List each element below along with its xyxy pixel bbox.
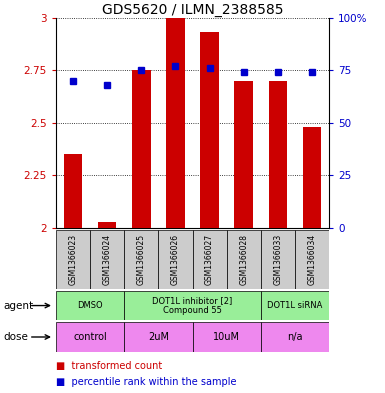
- Bar: [64, 154, 82, 228]
- Bar: [200, 32, 219, 228]
- Bar: [268, 81, 287, 228]
- Bar: [90, 230, 124, 289]
- Bar: [261, 291, 329, 320]
- Text: control: control: [73, 332, 107, 342]
- Text: GSM1366034: GSM1366034: [308, 234, 316, 285]
- Bar: [158, 230, 192, 289]
- Bar: [303, 127, 321, 228]
- Text: GSM1366026: GSM1366026: [171, 234, 180, 285]
- Title: GDS5620 / ILMN_2388585: GDS5620 / ILMN_2388585: [102, 3, 283, 17]
- Bar: [234, 81, 253, 228]
- Text: DMSO: DMSO: [77, 301, 103, 310]
- Bar: [261, 230, 295, 289]
- Text: ■  transformed count: ■ transformed count: [56, 361, 162, 371]
- Text: agent: agent: [4, 301, 34, 310]
- Bar: [56, 230, 90, 289]
- Bar: [124, 230, 158, 289]
- Text: GSM1366028: GSM1366028: [239, 234, 248, 285]
- Text: ■  percentile rank within the sample: ■ percentile rank within the sample: [56, 377, 236, 387]
- Bar: [124, 291, 261, 320]
- Bar: [98, 222, 117, 228]
- Bar: [124, 322, 192, 352]
- Bar: [261, 322, 329, 352]
- Text: DOT1L siRNA: DOT1L siRNA: [267, 301, 323, 310]
- Text: 10uM: 10uM: [213, 332, 240, 342]
- Text: GSM1366027: GSM1366027: [205, 234, 214, 285]
- Bar: [192, 230, 227, 289]
- Text: DOT1L inhibitor [2]
Compound 55: DOT1L inhibitor [2] Compound 55: [152, 296, 233, 315]
- Bar: [295, 230, 329, 289]
- Bar: [56, 322, 124, 352]
- Bar: [227, 230, 261, 289]
- Text: n/a: n/a: [287, 332, 303, 342]
- Text: GSM1366033: GSM1366033: [273, 234, 283, 285]
- Bar: [56, 291, 124, 320]
- Text: 2uM: 2uM: [148, 332, 169, 342]
- Bar: [192, 322, 261, 352]
- Text: GSM1366024: GSM1366024: [102, 234, 112, 285]
- Bar: [132, 70, 151, 228]
- Text: GSM1366023: GSM1366023: [69, 234, 77, 285]
- Text: dose: dose: [4, 332, 29, 342]
- Text: GSM1366025: GSM1366025: [137, 234, 146, 285]
- Bar: [166, 18, 185, 228]
